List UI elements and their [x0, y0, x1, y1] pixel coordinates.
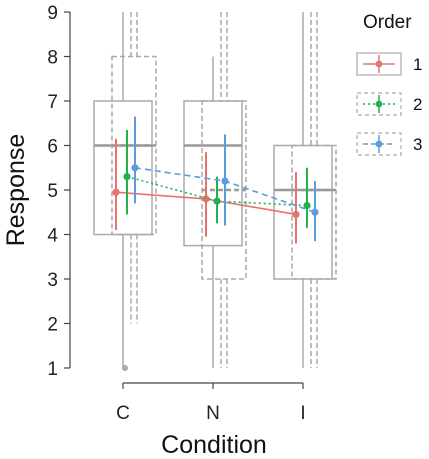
y-tick-label: 5: [47, 181, 58, 202]
outlier-point: [122, 365, 128, 371]
mean-point-1-N: [202, 195, 210, 203]
legend-key-point: [375, 140, 383, 148]
y-tick-label: 7: [47, 92, 58, 113]
y-tick-label: 4: [47, 226, 58, 247]
x-tick-label: C: [116, 403, 130, 424]
y-tick-label: 2: [47, 315, 58, 336]
legend-title: Order: [363, 12, 412, 33]
series-3: [131, 116, 319, 242]
mean-point-2-I: [303, 201, 311, 210]
series-line-2: [126, 175, 308, 207]
mean-point-2-C: [123, 173, 131, 181]
mean-point-3-N: [221, 177, 229, 185]
boxplot-I-dashed: [291, 12, 337, 368]
y-tick-label: 8: [47, 48, 58, 69]
series-group: [112, 116, 319, 244]
boxplots: [93, 12, 337, 368]
legend-key-box: [356, 52, 402, 76]
series-1: [112, 138, 300, 244]
legend-key-point: [375, 60, 383, 68]
mean-point-1-C: [112, 188, 120, 196]
series-2: [123, 129, 311, 228]
boxplot-C-solid: [93, 12, 153, 368]
legend-label: 1: [413, 55, 422, 74]
legend-entry-1: 1: [356, 52, 422, 76]
mean-point-3-C: [131, 164, 139, 172]
x-tick-label: I: [300, 403, 305, 424]
legend-label: 3: [413, 135, 422, 154]
mean-point-2-N: [213, 197, 221, 205]
legend-key-box: [356, 132, 402, 156]
y-tick-label: 3: [47, 270, 58, 291]
boxplot-box: [93, 100, 153, 236]
legend-label: 2: [413, 95, 422, 114]
y-tick-label: 6: [47, 137, 58, 158]
legend-key-point: [375, 100, 383, 108]
mean-point-3-I: [311, 208, 319, 216]
y-tick-label: 1: [47, 359, 58, 380]
y-axis-title: Response: [2, 134, 30, 247]
boxplot-N-dashed: [201, 12, 247, 368]
boxplot-box: [183, 100, 243, 247]
x-tick-label: N: [206, 403, 220, 424]
boxplot-C-dashed: [111, 12, 157, 324]
legend: Order 1 2 3: [356, 12, 422, 156]
legend-entry-2: 2: [356, 92, 422, 116]
outlier-points: [122, 365, 128, 371]
mean-point-1-I: [292, 210, 300, 219]
boxplot-N-solid: [183, 56, 243, 368]
boxplot-box: [291, 144, 337, 280]
x-axis-title: Condition: [161, 431, 267, 459]
y-tick-label: 9: [47, 3, 58, 24]
legend-entry-3: 3: [356, 132, 422, 156]
legend-key-box: [356, 92, 402, 116]
y-axis: 1 2 3 4 5 6 7 8 9: [47, 3, 71, 380]
